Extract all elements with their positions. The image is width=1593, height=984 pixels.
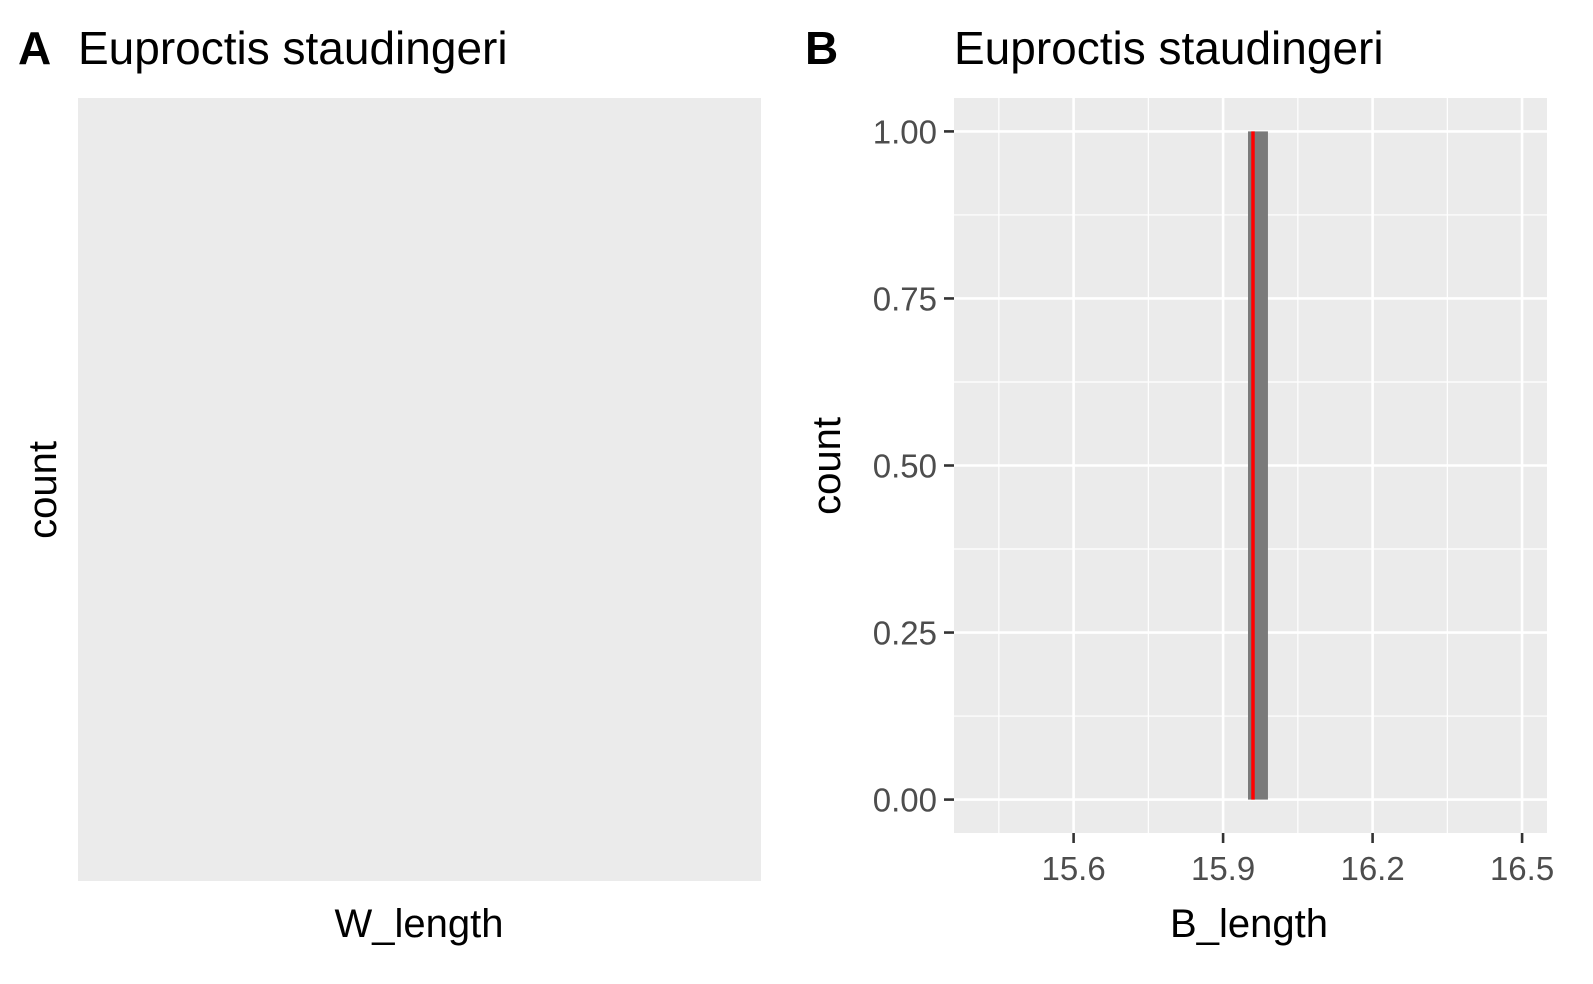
- panel-a-y-axis-title: count: [21, 441, 65, 539]
- panel-b-y-axis: 0.00 0.25 0.50 0.75 1.00: [873, 113, 954, 819]
- x-tick-label: 15.9: [1191, 850, 1255, 887]
- histogram-bar: [1248, 131, 1268, 800]
- panel-b-x-axis: 15.6 15.9 16.2 16.5: [1041, 833, 1554, 887]
- panel-b-bars: [1248, 131, 1268, 800]
- panel-b: B Euproctis staudingeri 0.00 0.25 0.50 0.75…: [805, 22, 1554, 946]
- y-tick-label: 1.00: [873, 113, 937, 150]
- panel-a-plot-area: [78, 98, 761, 881]
- y-tick-label: 0.50: [873, 448, 937, 485]
- y-tick-label: 0.25: [873, 615, 937, 652]
- x-tick-label: 16.2: [1340, 850, 1404, 887]
- panel-a-label: A: [18, 22, 51, 74]
- panel-b-label: B: [805, 22, 838, 74]
- x-tick-label: 15.6: [1041, 850, 1105, 887]
- y-tick-label: 0.00: [873, 782, 937, 819]
- panel-a-x-axis-title: W_length: [335, 902, 504, 946]
- panel-a-title: Euproctis staudingeri: [78, 22, 508, 74]
- x-tick-label: 16.5: [1490, 850, 1554, 887]
- y-tick-label: 0.75: [873, 280, 937, 317]
- panel-b-title: Euproctis staudingeri: [954, 22, 1384, 74]
- panel-a: A Euproctis staudingeri count W_length: [18, 22, 761, 946]
- panel-b-y-axis-title: count: [805, 417, 849, 515]
- panel-b-x-axis-title: B_length: [1170, 902, 1328, 946]
